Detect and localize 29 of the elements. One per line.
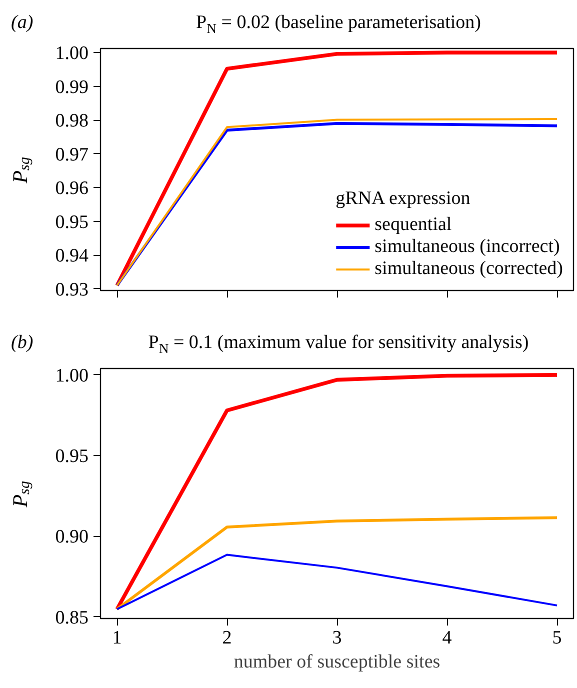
y-tick-label: 0.96 xyxy=(55,178,88,200)
chart-title: P$_{N}$ = 0.1 (maximum value for sensitivity analysis) xyxy=(147,331,530,358)
y-tick-label: 1.00 xyxy=(55,43,88,64)
y-tick-label: 0.94 xyxy=(55,246,89,267)
y-tick-label: 0.97 xyxy=(55,144,88,166)
y-tick-label: 0.99 xyxy=(55,76,88,98)
legend-title: gRNA expression xyxy=(336,188,472,210)
legend-label: sequential xyxy=(374,214,452,236)
line-series xyxy=(116,516,558,611)
x-tick-label: 3 xyxy=(332,628,342,648)
y-tick-label: 0.90 xyxy=(55,526,88,548)
y-tick-label: 0.93 xyxy=(55,279,88,300)
x-tick-label: 2 xyxy=(222,628,232,648)
text: (b) xyxy=(11,331,34,355)
y-tick-label: 0.95 xyxy=(55,446,88,468)
x-tick-label: 5 xyxy=(552,628,562,648)
y-tick-label: 0.98 xyxy=(55,110,88,132)
x-axis-title: number of susceptible sites xyxy=(234,652,440,672)
text: (a) xyxy=(11,11,34,35)
legend-label: simultaneous (incorrect) xyxy=(374,236,560,258)
y-tick-label: 1.00 xyxy=(55,365,88,386)
line-series xyxy=(115,373,559,612)
x-tick-label: 4 xyxy=(442,628,452,648)
x-tick-label: 1 xyxy=(112,628,122,648)
y-tick-label: 0.95 xyxy=(55,212,88,233)
chart-title: P$_{N}$ = 0.02 (baseline parameterisation) xyxy=(195,11,482,38)
y-tick-label: 0.85 xyxy=(55,607,88,628)
legend-label: simultaneous (corrected) xyxy=(374,258,563,280)
line-series xyxy=(116,554,558,610)
